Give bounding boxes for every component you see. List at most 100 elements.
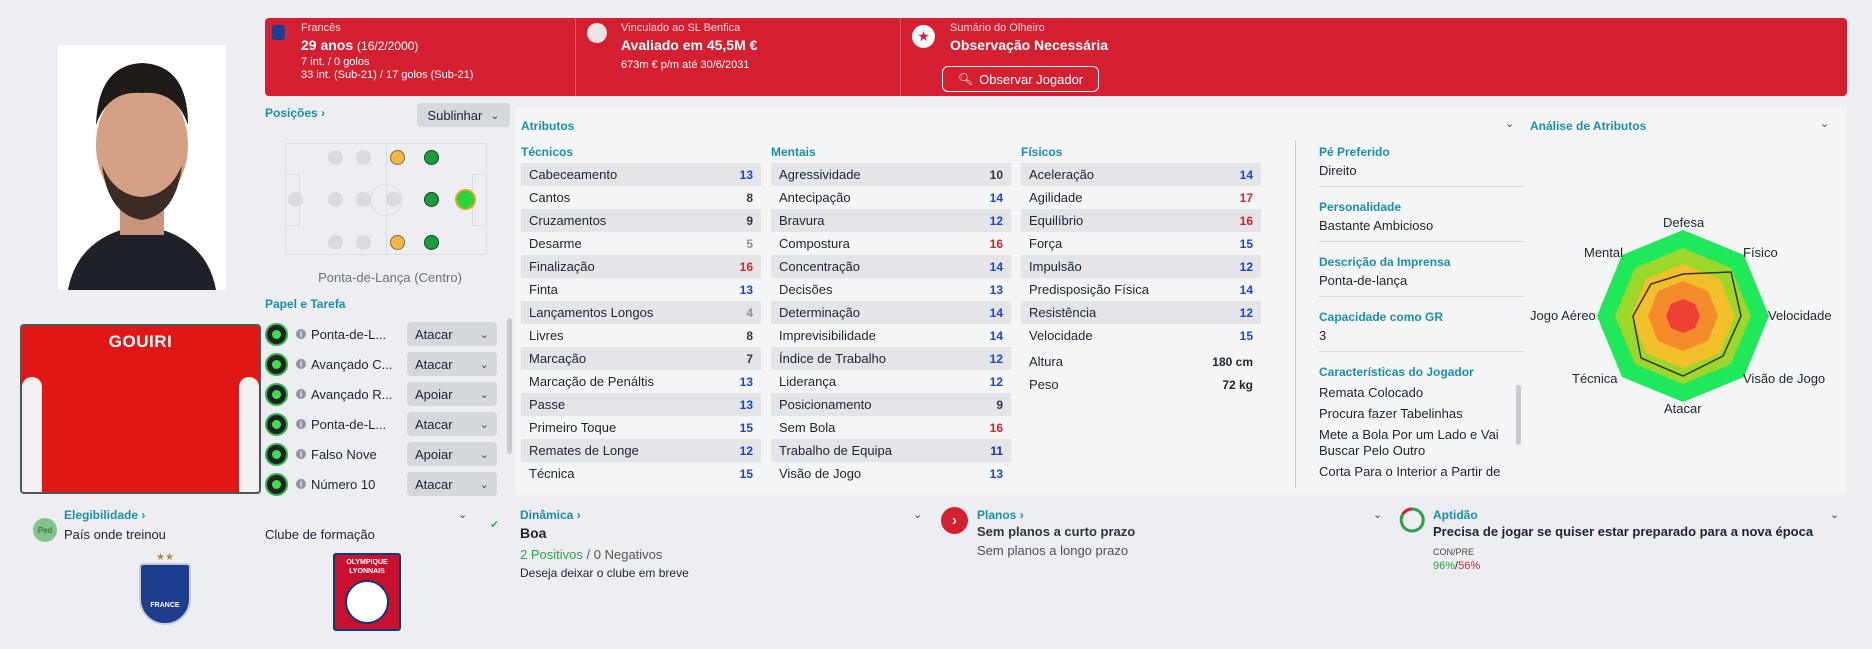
chevron-down-icon[interactable]: ⌄ (913, 509, 923, 521)
role-row[interactable]: i Falso Nove Apoiar ⌄ (265, 441, 497, 467)
scout-label: Sumário do Olheiro (950, 22, 1045, 34)
attribute-value: 14 (989, 305, 1003, 320)
duty-value: Atacar (415, 476, 453, 492)
duty-dropdown[interactable]: Atacar ⌄ (407, 472, 497, 496)
info-icon[interactable]: i (296, 479, 306, 489)
chevron-down-icon[interactable]: ⌄ (1373, 509, 1383, 521)
attribute-value: 12 (989, 374, 1003, 389)
attribute-name: Decisões (779, 282, 833, 297)
info-icon[interactable]: i (296, 389, 306, 399)
info-icon[interactable]: i (296, 449, 306, 459)
traits-list: Remata Colocado Procura fazer Tabelinhas M… (1319, 385, 1524, 480)
positions-title[interactable]: Posições › (265, 106, 326, 120)
roles-scrollbar[interactable] (507, 318, 512, 454)
role-rating-icon (265, 382, 288, 406)
physical-title: Físicos (1021, 145, 1063, 159)
role-row[interactable]: i Ponta-de-L... Atacar ⌄ (265, 411, 497, 437)
attribute-value: 8 (746, 328, 753, 343)
attribute-name: Finta (529, 282, 558, 297)
preferred-foot-label: Pé Preferido (1319, 145, 1390, 159)
dynamics-title[interactable]: Dinâmica › (520, 508, 581, 522)
france-federation-logo: ★★ FRANCE (136, 552, 194, 630)
attribute-value: 7 (746, 351, 753, 366)
highlight-label: Sublinhar (427, 107, 483, 123)
attribute-value: 16 (739, 259, 753, 274)
duty-dropdown[interactable]: Atacar ⌄ (407, 322, 497, 346)
kit-sleeve-left (22, 377, 42, 492)
duty-dropdown[interactable]: Atacar ⌄ (407, 352, 497, 376)
attribute-row: Primeiro Toque 15 (521, 416, 761, 439)
radar-label-vision: Visão de Jogo (1743, 371, 1826, 386)
info-icon[interactable]: i (296, 359, 306, 369)
position-dot (328, 235, 343, 250)
attribute-value: 16 (989, 420, 1003, 435)
role-row[interactable]: i Ponta-de-L... Atacar ⌄ (265, 321, 497, 347)
role-row[interactable]: i Número 10 Atacar ⌄ (265, 471, 497, 497)
trait-item: Remata Colocado (1319, 385, 1424, 400)
contract-section: Vinculado ao SL Benfica Avaliado em 45,5… (575, 18, 900, 96)
chevron-right-icon[interactable]: › (941, 507, 968, 534)
attribute-row: Visão de Jogo 13 (771, 462, 1011, 485)
plans-short: Sem planos a curto prazo (977, 524, 1136, 539)
attribute-row: Determinação 14 (771, 301, 1011, 324)
attribute-value: 12 (1239, 259, 1253, 274)
attribute-name: Força (1029, 236, 1063, 251)
chevron-down-icon[interactable]: ⌄ (458, 509, 468, 521)
chevron-down-icon: ⌄ (479, 478, 489, 491)
attribute-value: 5 (746, 236, 753, 251)
observe-player-label: Observar Jogador (979, 71, 1084, 87)
chevron-down-icon[interactable]: ⌄ (1820, 118, 1830, 130)
attribute-radar-chart (1597, 230, 1769, 402)
trait-item: Mete a Bola Por um Lado e Vai Buscar Pel… (1319, 427, 1499, 458)
attribute-name: Posicionamento (779, 397, 872, 412)
radar-label-attacking: Atacar (1664, 401, 1702, 416)
chevron-down-icon[interactable]: ⌄ (1830, 509, 1840, 521)
info-icon[interactable]: i (296, 419, 306, 429)
position-dot-fl (424, 150, 439, 165)
attribute-name: Sem Bola (779, 420, 836, 435)
role-rating-icon (265, 412, 288, 436)
position-dot-gk (288, 192, 303, 207)
attribute-row: Agilidade 17 (1021, 186, 1261, 209)
position-dot-fr (424, 235, 439, 250)
info-icon[interactable]: i (296, 329, 306, 339)
attribute-value: 14 (1239, 167, 1253, 182)
attribute-value: 12 (989, 351, 1003, 366)
fitness-text: Precisa de jogar se quiser estar prepara… (1433, 524, 1814, 539)
fitness-ring-icon (1399, 507, 1425, 533)
attribute-name: Marcação (529, 351, 587, 366)
role-row[interactable]: i Avançado C... Atacar ⌄ (265, 351, 497, 377)
nationality-section: Francês 29 anos (16/2/2000) 7 int. / 0 g… (265, 18, 575, 96)
attribute-name: Liderança (779, 374, 837, 389)
con-pre-values: 96%/56% (1433, 560, 1481, 572)
role-name: Ponta-de-L... (311, 416, 387, 432)
attribute-value: 10 (989, 167, 1003, 182)
gk-ability-block: Capacidade como GR 3 (1319, 310, 1524, 352)
attribute-row: Finta 13 (521, 278, 761, 301)
radar-label-aerial: Jogo Aéreo (1530, 308, 1596, 323)
attribute-row: Marcação de Penáltis 13 (521, 370, 761, 393)
observe-player-button[interactable]: 🔍︎ Observar Jogador (942, 66, 1099, 92)
duty-dropdown[interactable]: Apoiar ⌄ (407, 442, 497, 466)
chevron-down-icon[interactable]: ⌄ (1505, 118, 1515, 130)
age-text: 29 anos (16/2/2000) (301, 37, 419, 53)
highlight-button[interactable]: Sublinhar ⌄ (417, 103, 510, 127)
traits-scrollbar[interactable] (1516, 385, 1521, 445)
chevron-down-icon: ⌄ (479, 448, 489, 461)
technical-title: Técnicos (521, 145, 574, 159)
duty-dropdown[interactable]: Atacar ⌄ (407, 412, 497, 436)
attribute-name: Técnica (529, 466, 575, 481)
role-rating-icon (265, 322, 288, 346)
role-row[interactable]: i Avançado R... Apoiar ⌄ (265, 381, 497, 407)
attribute-name: Cantos (529, 190, 571, 205)
position-dot (328, 192, 343, 207)
role-rating-icon (265, 442, 288, 466)
eligibility-title[interactable]: Elegibilidade › (64, 508, 146, 522)
attribute-row: Cantos 8 (521, 186, 761, 209)
role-name: Ponta-de-L... (311, 326, 387, 342)
wage-text: 673m € p/m até 30/6/2031 (621, 59, 750, 71)
youth-club-label: Clube de formação (265, 527, 375, 542)
plans-title[interactable]: Planos › (977, 508, 1024, 522)
duty-dropdown[interactable]: Apoiar ⌄ (407, 382, 497, 406)
duty-value: Apoiar (415, 446, 453, 462)
